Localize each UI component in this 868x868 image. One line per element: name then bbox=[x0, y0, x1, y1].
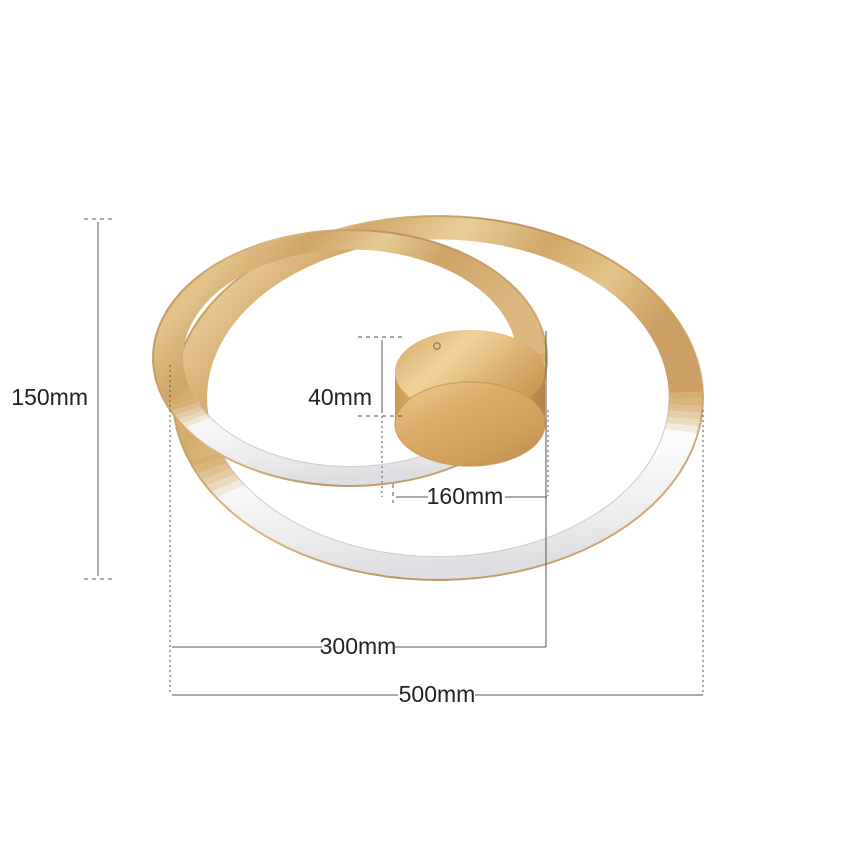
svg-text:160mm: 160mm bbox=[427, 483, 504, 509]
svg-text:300mm: 300mm bbox=[320, 633, 397, 659]
svg-text:500mm: 500mm bbox=[399, 681, 476, 707]
svg-text:150mm: 150mm bbox=[11, 384, 88, 410]
svg-text:40mm: 40mm bbox=[308, 384, 372, 410]
